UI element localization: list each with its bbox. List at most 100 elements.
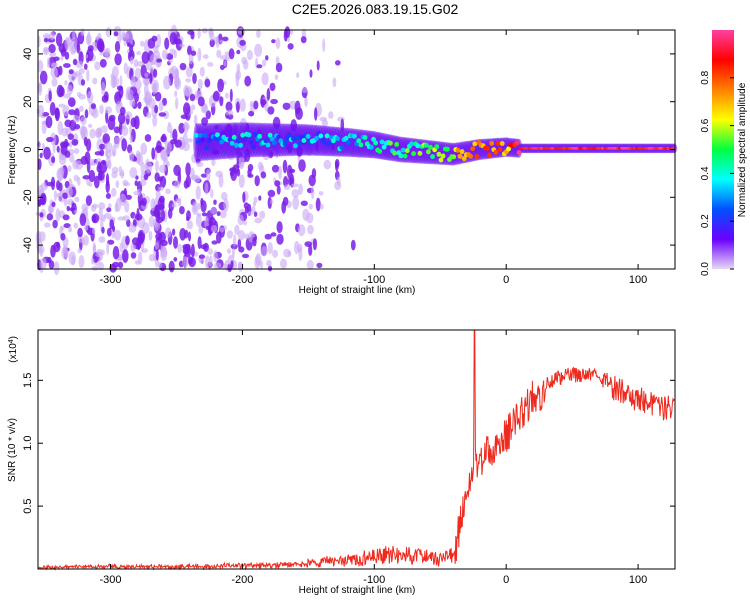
spectrogram-noise-blob bbox=[48, 90, 52, 102]
spectrogram-band-blob bbox=[297, 141, 303, 146]
spectrogram-noise-blob bbox=[156, 33, 162, 48]
spectrogram-noise-blob bbox=[158, 112, 167, 117]
spectrogram-band-blob bbox=[373, 140, 378, 146]
spectrogram-noise-blob bbox=[182, 244, 189, 250]
spectrogram-band-blob bbox=[436, 151, 442, 157]
colorbar-axis: 0.0 0.2 0.4 0.6 0.8 bbox=[700, 70, 734, 276]
spectrogram-noise-blob bbox=[265, 55, 269, 61]
spectrogram-noise-blob bbox=[204, 182, 209, 195]
spectrogram-noise-blob bbox=[201, 212, 207, 217]
spectrogram-noise-blob bbox=[129, 150, 135, 162]
spectrogram-noise-blob bbox=[247, 211, 253, 216]
spectrogram-noise-blob bbox=[125, 29, 133, 43]
spectrogram-noise-blob bbox=[51, 156, 56, 164]
spectrogram-x-tick-label: 0 bbox=[503, 274, 509, 286]
spectrogram-noise-blob bbox=[85, 195, 92, 207]
spectrogram-noise-blob bbox=[183, 102, 191, 116]
spectrogram-noise-blob bbox=[272, 249, 279, 258]
spectrogram-noise-blob bbox=[67, 133, 75, 140]
spectrogram-band-blob bbox=[196, 139, 201, 145]
spectrogram-noise-blob bbox=[39, 248, 44, 257]
spectrogram-band-blob bbox=[402, 153, 408, 159]
spectrogram-noise-blob bbox=[71, 37, 78, 44]
spectrogram-noise-blob bbox=[251, 206, 256, 214]
spectrogram-noise-blob bbox=[56, 145, 60, 153]
spectrogram-band-blob bbox=[428, 144, 433, 150]
spectrogram-noise-blob bbox=[167, 208, 173, 219]
spectrogram-noise-blob bbox=[220, 64, 225, 71]
snr-y-tick-label: 0.5 bbox=[22, 498, 34, 513]
spectrogram-noise-blob bbox=[113, 126, 121, 134]
spectrogram-noise-blob bbox=[43, 146, 51, 160]
spectrogram-noise-blob bbox=[173, 236, 178, 249]
spectrogram-noise-blob bbox=[309, 69, 313, 78]
spectrogram-noise-blob bbox=[199, 258, 204, 264]
spectrogram-noise-blob bbox=[254, 217, 263, 224]
snr-border bbox=[37, 329, 676, 570]
spectrogram-noise-blob bbox=[119, 75, 123, 87]
spectrogram-noise-blob bbox=[60, 48, 66, 57]
spectrogram-noise-blob bbox=[114, 136, 120, 149]
spectrogram-noise-blob bbox=[82, 175, 91, 180]
spectrogram-noise-blob bbox=[318, 191, 324, 196]
spectrogram-noise-blob bbox=[206, 168, 211, 183]
spectrogram-noise-blob bbox=[166, 161, 170, 167]
spectrogram-noise-blob bbox=[207, 248, 213, 255]
spectrogram-noise-blob bbox=[332, 77, 337, 88]
spectrogram-noise-blob bbox=[215, 35, 220, 49]
spectrogram-noise-blob bbox=[147, 38, 156, 49]
snr-x-tick-label: 100 bbox=[629, 574, 647, 586]
spectrogram-noise-blob bbox=[88, 182, 93, 187]
spectrogram-noise-blob bbox=[137, 101, 142, 110]
spectrogram-x-tick-label: -200 bbox=[231, 274, 253, 286]
spectrogram-noise-blob bbox=[136, 51, 142, 56]
spectrogram-noise-blob bbox=[140, 179, 147, 186]
spectrogram-noise-blob bbox=[308, 203, 313, 210]
spectrogram-noise-blob bbox=[119, 193, 127, 206]
spectrogram-noise-blob bbox=[73, 222, 79, 229]
spectrogram-band-blob bbox=[295, 134, 300, 140]
spectrogram-band-blob bbox=[202, 132, 208, 138]
spectrogram-noise-blob bbox=[171, 203, 177, 208]
spectrogram-band-blob bbox=[392, 150, 397, 156]
spectrogram-noise-blob bbox=[153, 68, 158, 78]
spectrogram-noise-blob bbox=[80, 79, 86, 86]
spectrogram-noise-blob bbox=[57, 121, 64, 135]
spectrogram-noise-blob bbox=[219, 96, 224, 107]
spectrogram-noise-blob bbox=[210, 225, 218, 233]
spectrogram-noise-blob bbox=[80, 116, 87, 126]
spectrogram-band-blob bbox=[343, 135, 349, 141]
spectrogram-noise-blob bbox=[334, 158, 340, 169]
snr-x-axis: -300 -200 -100 0 100 bbox=[100, 330, 647, 586]
spectrogram-band-blob bbox=[379, 139, 385, 145]
spectrogram-noise-blob bbox=[133, 92, 139, 103]
spectrogram-noise-blob bbox=[88, 123, 93, 128]
spectrogram-noise-blob bbox=[74, 209, 78, 214]
spectrogram-noise-blob bbox=[130, 252, 137, 259]
spectrogram-noise-blob bbox=[103, 91, 109, 102]
spectrogram-band-blob bbox=[487, 152, 492, 158]
spectrogram-noise-blob bbox=[49, 31, 56, 41]
spectrogram-noise-blob bbox=[201, 27, 208, 34]
spectrogram-noise-blob bbox=[319, 203, 324, 210]
spectrogram-noise-blob bbox=[237, 238, 242, 249]
spectrogram-noise-blob bbox=[53, 190, 58, 201]
spectrogram-band-blob bbox=[369, 144, 374, 150]
spectrogram-noise-blob bbox=[160, 135, 167, 143]
spectrogram-noise-blob bbox=[275, 37, 281, 50]
spectrogram-noise-blob bbox=[242, 191, 246, 203]
spectrogram-noise-blob bbox=[104, 141, 113, 153]
spectrogram-noise-blob bbox=[225, 101, 233, 112]
spectrogram-noise-blob bbox=[195, 185, 201, 200]
spectrogram-noise-blob bbox=[126, 88, 134, 100]
spectrogram-band-blob bbox=[215, 132, 220, 138]
spectrogram-noise-blob bbox=[99, 58, 107, 68]
snr-x-tick-label: -200 bbox=[231, 574, 253, 586]
spectrogram-y-label: Frequency (Hz) bbox=[7, 116, 18, 185]
spectrogram-noise-blob bbox=[39, 70, 48, 85]
spectrogram-noise-blob bbox=[182, 132, 188, 145]
spectrogram-noise-blob bbox=[93, 175, 100, 189]
spectrogram-noise-blob bbox=[55, 32, 63, 47]
spectrogram-noise-blob bbox=[67, 97, 76, 108]
spectrogram-band-blob bbox=[438, 157, 444, 163]
